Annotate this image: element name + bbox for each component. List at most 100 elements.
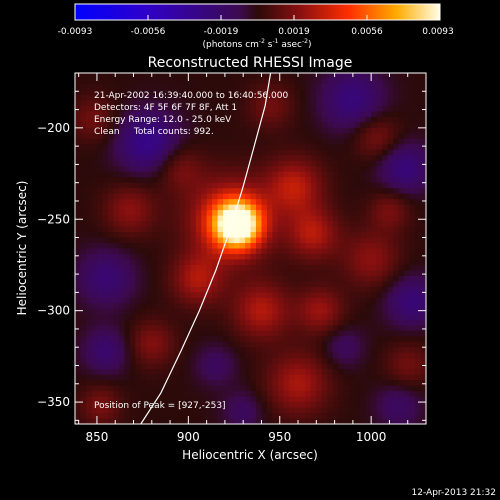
heatmap-cell [310,303,317,310]
heatmap-cell [272,248,279,255]
heatmap-cell [321,111,328,118]
heatmap-cell [360,133,367,140]
heatmap-cell [409,89,416,96]
heatmap-cell [272,358,279,365]
heatmap-cell [382,166,389,173]
heatmap-cell [195,314,202,321]
heatmap-cell [316,319,323,326]
heatmap-cell [415,232,422,239]
heatmap-cell [316,210,323,217]
heatmap-cell [201,358,208,365]
heatmap-cell [173,133,180,140]
heatmap-cell [80,215,87,222]
heatmap-cell [349,341,356,348]
heatmap-cell [140,144,147,151]
heatmap-cell [135,264,142,272]
heatmap-cell [261,292,268,299]
heatmap-cell [371,177,378,184]
heatmap-cell [332,122,339,129]
heatmap-cell [75,347,82,354]
heatmap-cell [135,188,142,195]
heatmap-cell [393,243,400,250]
heatmap-cell [316,259,323,266]
heatmap-cell [349,166,356,173]
heatmap-cell [146,380,153,387]
heatmap-cell [80,111,87,118]
heatmap-cell [234,133,241,140]
heatmap-cell [173,314,180,321]
heatmap-cell [234,325,241,332]
heatmap-cell [91,149,98,156]
heatmap-cell [250,111,257,118]
heatmap-cell [393,78,400,85]
heatmap-cell [327,73,334,80]
heatmap-cell [245,83,252,91]
heatmap-cell [245,73,252,80]
heatmap-cell [96,275,104,282]
heatmap-cell [96,303,104,310]
heatmap-cell [212,407,219,414]
heatmap-cell [387,226,394,233]
heatmap-cell [327,160,334,167]
heatmap-cell [168,122,175,129]
heatmap-cell [228,330,235,337]
heatmap-cell [354,89,361,96]
heatmap-cell [338,380,345,387]
heatmap-cell [338,286,345,293]
heatmap-cell [228,380,235,387]
heatmap-cell [261,160,268,167]
heatmap-cell [228,341,235,348]
heatmap-cell [327,413,334,420]
heatmap-cell [212,308,219,315]
heatmap-cell [371,116,378,123]
heatmap-cell [404,270,411,277]
heatmap-cell [118,144,125,151]
heatmap-cell [420,182,426,189]
heatmap-cell [343,166,350,173]
heatmap-cell [288,221,295,228]
heatmap-cell [85,380,93,387]
heatmap-cell [338,89,345,96]
heatmap-cell [80,89,87,96]
heatmap-cell [398,391,405,398]
heatmap-cell [234,94,241,102]
heatmap-cell [283,275,290,282]
heatmap-cell [129,380,136,387]
heatmap-cell [310,259,317,266]
heatmap-cell [140,193,147,200]
heatmap-cell [212,78,219,85]
heatmap-cell [184,281,191,288]
heatmap-cell [294,275,301,282]
heatmap-cell [135,402,142,409]
heatmap-cell [184,325,191,332]
heatmap-cell [343,188,350,195]
heatmap-cell [398,226,405,233]
unit-part: s [265,40,273,50]
heatmap-cell [321,73,328,80]
heatmap-cell [321,166,328,173]
heatmap-cell [118,210,125,217]
heatmap-cell [327,303,334,310]
heatmap-cell [75,275,82,282]
heatmap-cell [179,83,186,91]
heatmap-cell [382,413,389,420]
heatmap-cell [404,319,411,326]
heatmap-cell [239,259,246,266]
heatmap-cell [195,248,202,255]
heatmap-cell [382,226,389,233]
heatmap-cell [288,286,295,293]
heatmap-cell [146,133,153,140]
heatmap-cell [409,248,416,255]
heatmap-cell [343,270,350,277]
heatmap-cell [299,336,306,343]
heatmap-cell [184,226,191,233]
heatmap-cell [420,297,426,304]
heatmap-cell [195,94,202,102]
heatmap-cell [404,341,411,348]
heatmap-cell [387,221,394,228]
heatmap-cell [129,413,136,420]
heatmap-cell [228,264,235,272]
heatmap-cell [129,94,136,102]
heatmap-cell [173,413,180,420]
heatmap-cell [327,369,334,376]
